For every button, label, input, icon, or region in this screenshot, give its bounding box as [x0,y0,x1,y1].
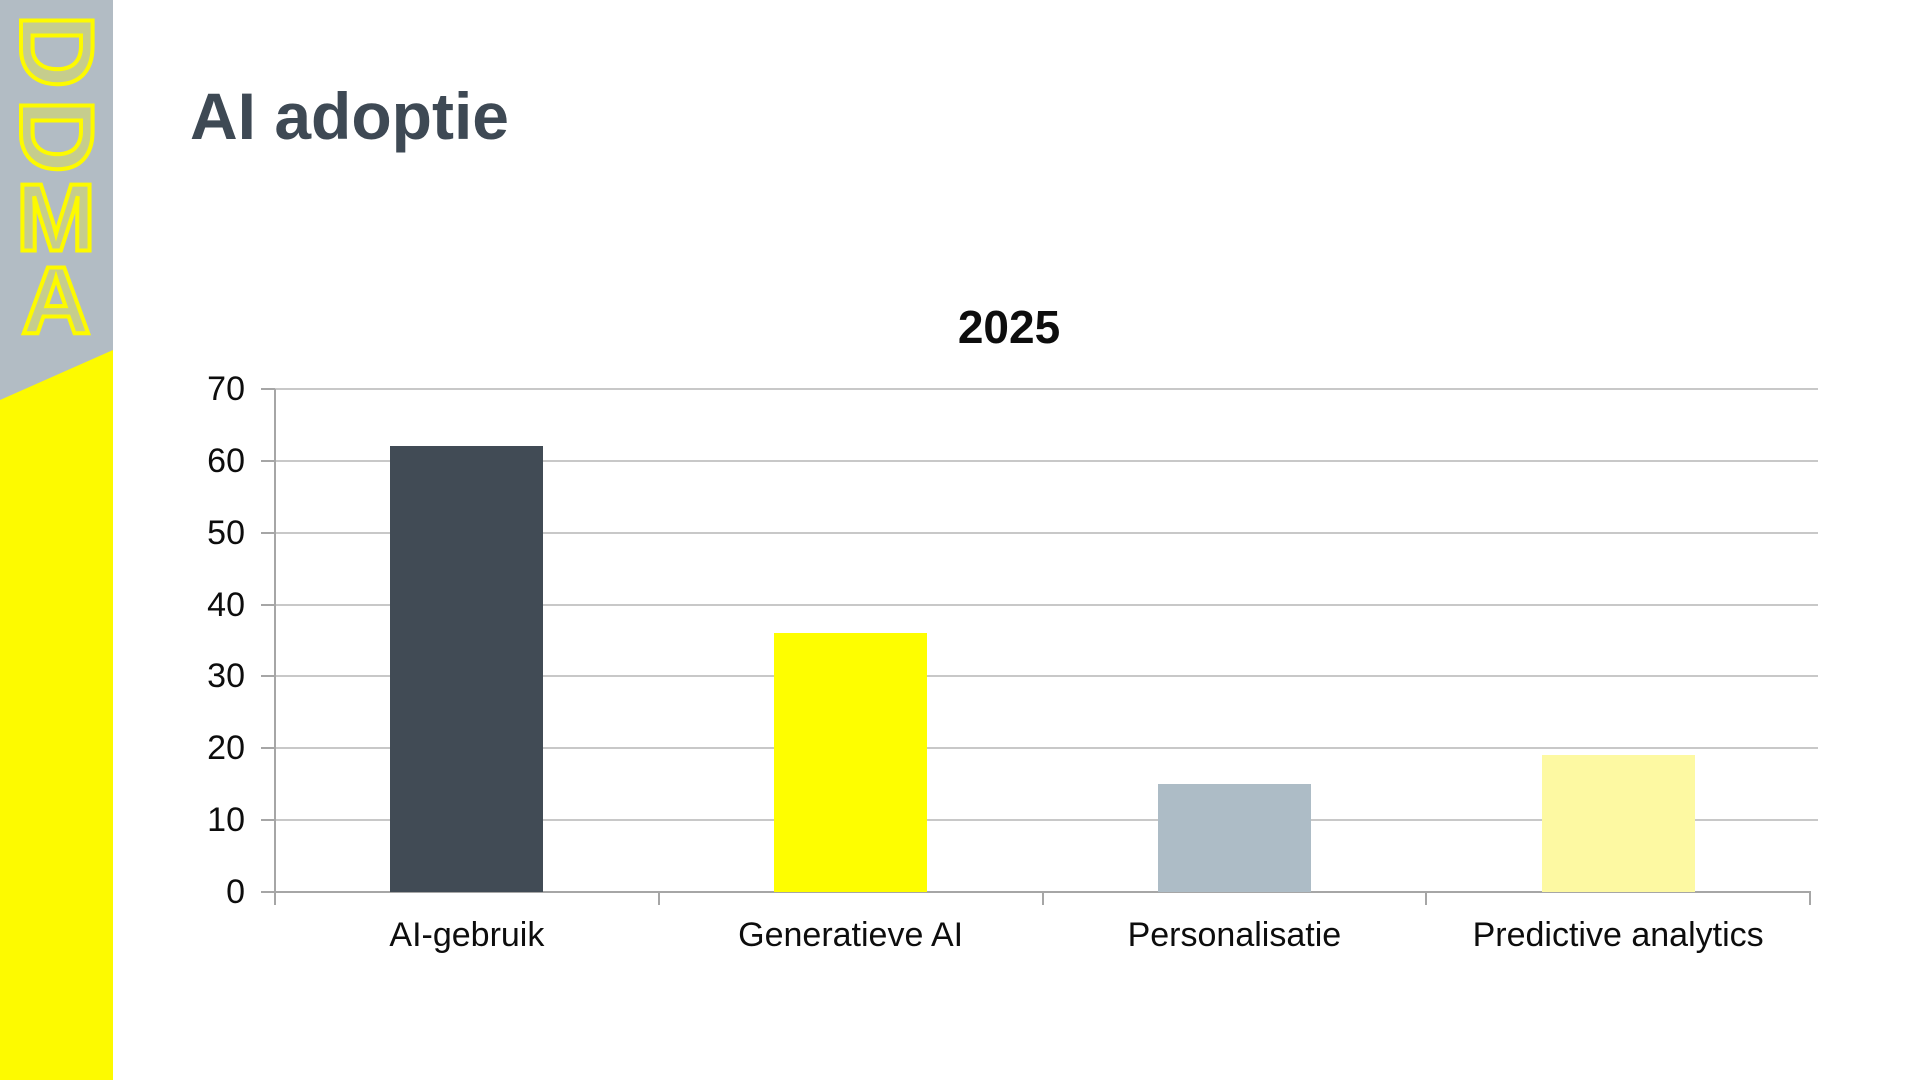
y-axis-line [274,389,276,892]
ddma-logo: D D M A [0,11,113,350]
gridline-60 [275,459,1818,462]
bar-predictive-analytics [1541,755,1695,892]
y-axis-label: 30 [207,657,245,696]
x-axis-label-predictive-analytics: Predictive analytics [1472,916,1764,954]
bar-personalisatie [1157,784,1311,892]
page-title: AI adoptie [190,79,510,153]
sidebar-gray-band [0,0,113,400]
gridline-20 [275,747,1818,750]
logo-letter-d2: D [0,98,113,173]
x-axis-label-generatieve-ai: Generatieve AI [738,916,964,954]
y-tick-20 [261,747,275,750]
gridline-50 [275,531,1818,534]
y-tick-0 [261,891,275,893]
gridline-70 [275,388,1818,390]
y-axis-label: 40 [207,585,245,624]
x-tick-1 [657,892,660,905]
logo-letter-a: A [21,248,90,350]
gridline-30 [275,675,1818,678]
y-axis-label: 60 [207,441,245,480]
y-tick-40 [261,603,275,606]
gridline-40 [275,603,1818,606]
y-axis-label: 50 [207,513,245,552]
y-axis-label: 20 [207,729,245,768]
x-axis-label-personalisatie: Personalisatie [1127,916,1342,954]
x-tick-3 [1425,892,1428,905]
gridline-10 [275,819,1818,822]
y-tick-70 [261,388,275,390]
x-tick-4 [1809,892,1811,905]
logo-letter-m: M [16,165,96,272]
brand-sidebar: D D M A [0,0,113,1080]
y-axis-label: 10 [207,801,245,840]
x-tick-2 [1041,892,1044,905]
x-axis-label-ai-gebruik: AI-gebruik [389,916,545,954]
y-tick-10 [261,819,275,822]
bar-generatieve-ai [774,633,928,892]
y-tick-60 [261,459,275,462]
chart-title: 2025 [957,301,1061,353]
bar-ai-gebruik [390,446,544,892]
y-tick-50 [261,531,275,534]
logo-letter-d1: D [0,13,113,88]
y-tick-30 [261,675,275,678]
x-tick-0 [274,892,276,905]
y-axis-label: 70 [207,370,245,408]
y-axis-label: 0 [226,873,245,911]
